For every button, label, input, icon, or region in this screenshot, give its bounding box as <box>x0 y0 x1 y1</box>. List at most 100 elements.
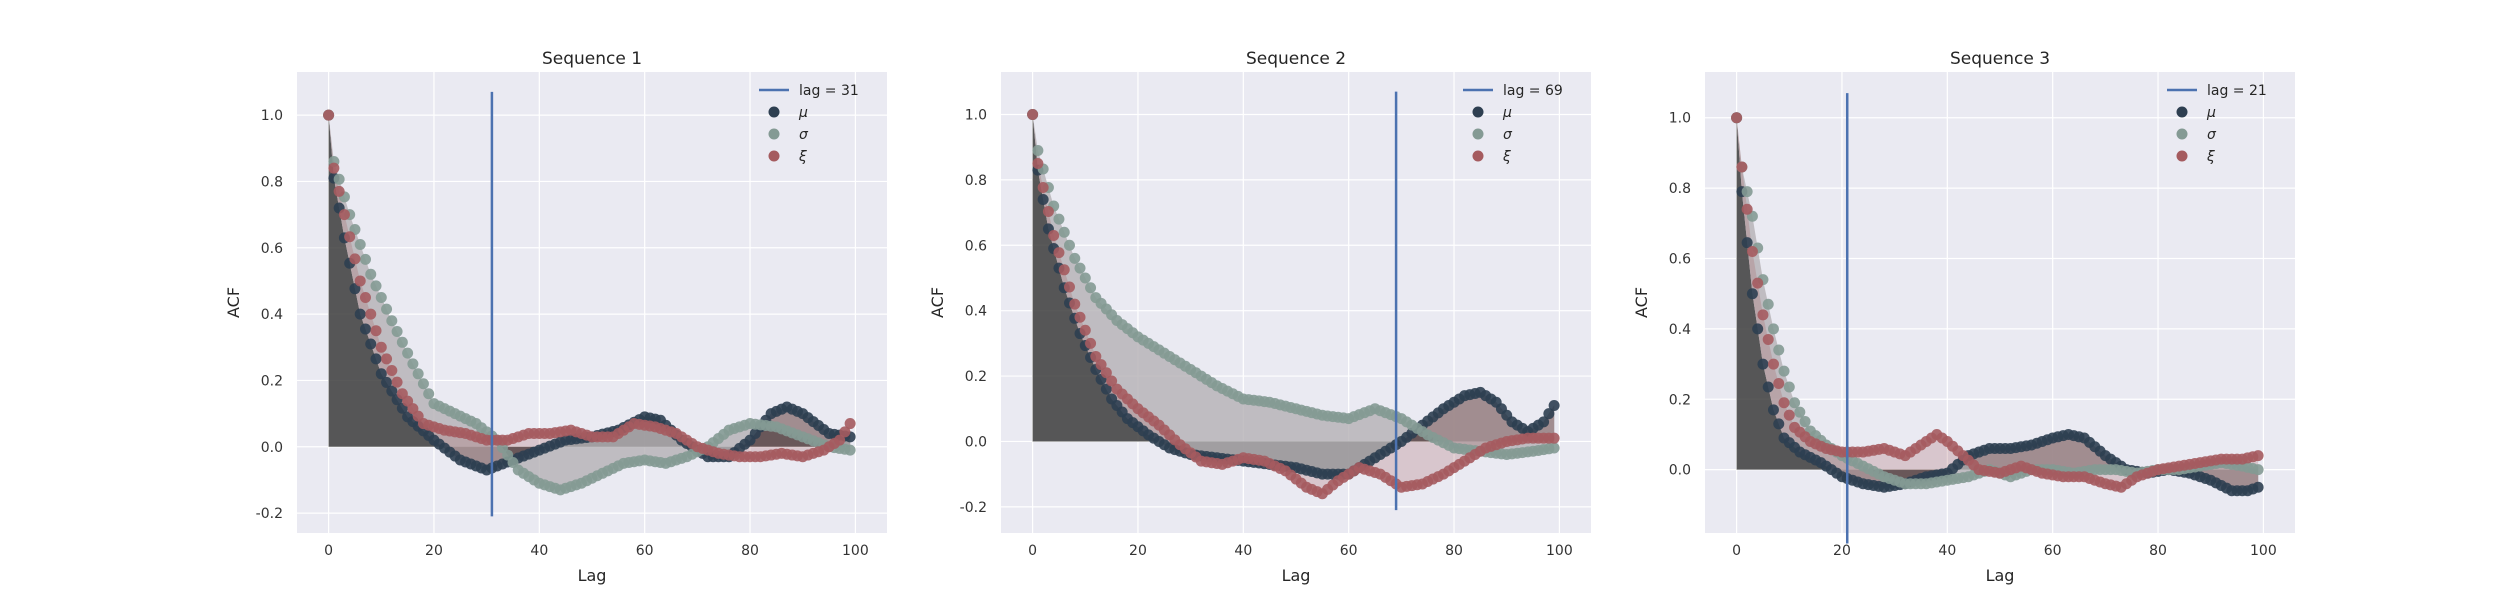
data-point <box>386 315 398 327</box>
data-point <box>1079 324 1091 336</box>
data-point <box>1757 309 1769 321</box>
legend-label: lag = 21 <box>2207 83 2267 99</box>
y-tick-label: 0.6 <box>965 238 987 254</box>
data-point <box>1063 239 1075 251</box>
data-point <box>1548 432 1560 444</box>
y-tick-label: 0.6 <box>261 241 283 257</box>
data-point <box>370 280 382 292</box>
x-tick-label: 100 <box>2250 543 2277 559</box>
data-point <box>1543 408 1555 420</box>
data-point <box>1741 203 1753 215</box>
x-tick-label: 0 <box>324 543 333 559</box>
mu-fill-area <box>1736 117 2259 491</box>
panel-title: Sequence 2 <box>1246 49 1346 69</box>
y-tick-label: 0.4 <box>261 307 283 323</box>
data-point <box>370 325 382 337</box>
panel-title: Sequence 1 <box>542 49 642 69</box>
y-tick-label: 1.0 <box>965 108 987 124</box>
data-point <box>391 326 403 338</box>
data-point <box>323 109 335 121</box>
data-point <box>1783 381 1795 393</box>
x-tick-label: 20 <box>1833 543 1851 559</box>
data-point <box>1794 406 1806 418</box>
y-tick-label: 0.4 <box>965 304 987 320</box>
y-axis-label: ACF <box>928 287 947 318</box>
data-point <box>1032 158 1044 170</box>
data-point <box>1037 194 1049 206</box>
y-tick-label: 0.6 <box>1669 252 1691 268</box>
data-point <box>365 268 377 280</box>
x-tick-label: 100 <box>1546 543 1573 559</box>
data-point <box>1767 323 1779 335</box>
data-point <box>359 292 371 304</box>
legend: lag = 21 μσξ <box>2167 83 2267 165</box>
data-point <box>1746 288 1758 300</box>
data-point <box>381 303 393 315</box>
x-axis-label: Lag <box>1986 566 2015 585</box>
data-point <box>333 173 345 185</box>
legend-marker <box>1472 150 1484 162</box>
legend-label: ξ <box>2206 149 2215 165</box>
legend-marker <box>2176 128 2188 140</box>
data-point <box>375 368 387 380</box>
data-point <box>1741 186 1753 198</box>
x-tick-label: 80 <box>1445 543 1463 559</box>
x-tick-label: 80 <box>2149 543 2167 559</box>
data-point <box>1069 252 1081 264</box>
series-2-points <box>1027 109 1560 461</box>
data-point <box>1731 112 1743 124</box>
data-point <box>359 253 371 265</box>
data-point <box>354 308 366 320</box>
legend: lag = 69 μσξ <box>1463 83 1563 165</box>
data-point <box>1752 277 1764 289</box>
data-point <box>1762 298 1774 310</box>
data-point <box>1053 247 1065 259</box>
y-tick-label: 0.2 <box>965 369 987 385</box>
legend-marker <box>768 150 780 162</box>
legend-label: lag = 69 <box>1503 83 1563 99</box>
y-tick-label: 0.2 <box>261 373 283 389</box>
legend-marker <box>1472 106 1484 118</box>
data-point <box>381 353 393 365</box>
data-point <box>1783 409 1795 421</box>
data-point <box>1789 397 1801 409</box>
y-axis-label: ACF <box>1632 287 1651 318</box>
legend-label: ξ <box>798 149 807 165</box>
data-point <box>1773 418 1785 430</box>
data-point <box>407 358 419 370</box>
y-tick-label: 0.8 <box>261 174 283 190</box>
data-point <box>365 338 377 350</box>
data-point <box>1058 264 1070 276</box>
data-point <box>344 231 356 243</box>
data-point <box>1538 416 1550 428</box>
panel-title: Sequence 3 <box>1950 49 2050 69</box>
data-point <box>1767 358 1779 370</box>
x-tick-label: 40 <box>1234 543 1252 559</box>
data-point <box>834 434 846 446</box>
data-point <box>1058 226 1070 238</box>
legend-marker <box>2176 106 2188 118</box>
data-point <box>1053 213 1065 225</box>
x-tick-label: 0 <box>1028 543 1037 559</box>
data-point <box>1746 245 1758 257</box>
y-tick-label: 0.0 <box>261 440 283 456</box>
data-point <box>1757 358 1769 370</box>
sigma-fill-band <box>1032 114 1555 475</box>
chart-panel-1: 0 20 40 60 80 100 -0.2 0.0 0.2 0.4 0.6 0.8 1.0 Sequen… <box>224 49 887 585</box>
y-tick-label: 0.8 <box>1669 181 1691 197</box>
legend-label: σ <box>2207 127 2217 143</box>
legend-label: μ <box>2206 105 2216 121</box>
legend-label: μ <box>1502 105 1512 121</box>
data-point <box>359 323 371 335</box>
data-point <box>1799 416 1811 428</box>
series-3-points <box>1027 109 1560 500</box>
data-point <box>365 308 377 320</box>
data-point <box>349 253 361 265</box>
data-point <box>1079 272 1091 284</box>
data-point <box>1762 381 1774 393</box>
data-point <box>1100 383 1112 395</box>
data-point <box>370 353 382 365</box>
x-axis-label: Lag <box>1282 566 1311 585</box>
x-tick-label: 40 <box>1938 543 1956 559</box>
